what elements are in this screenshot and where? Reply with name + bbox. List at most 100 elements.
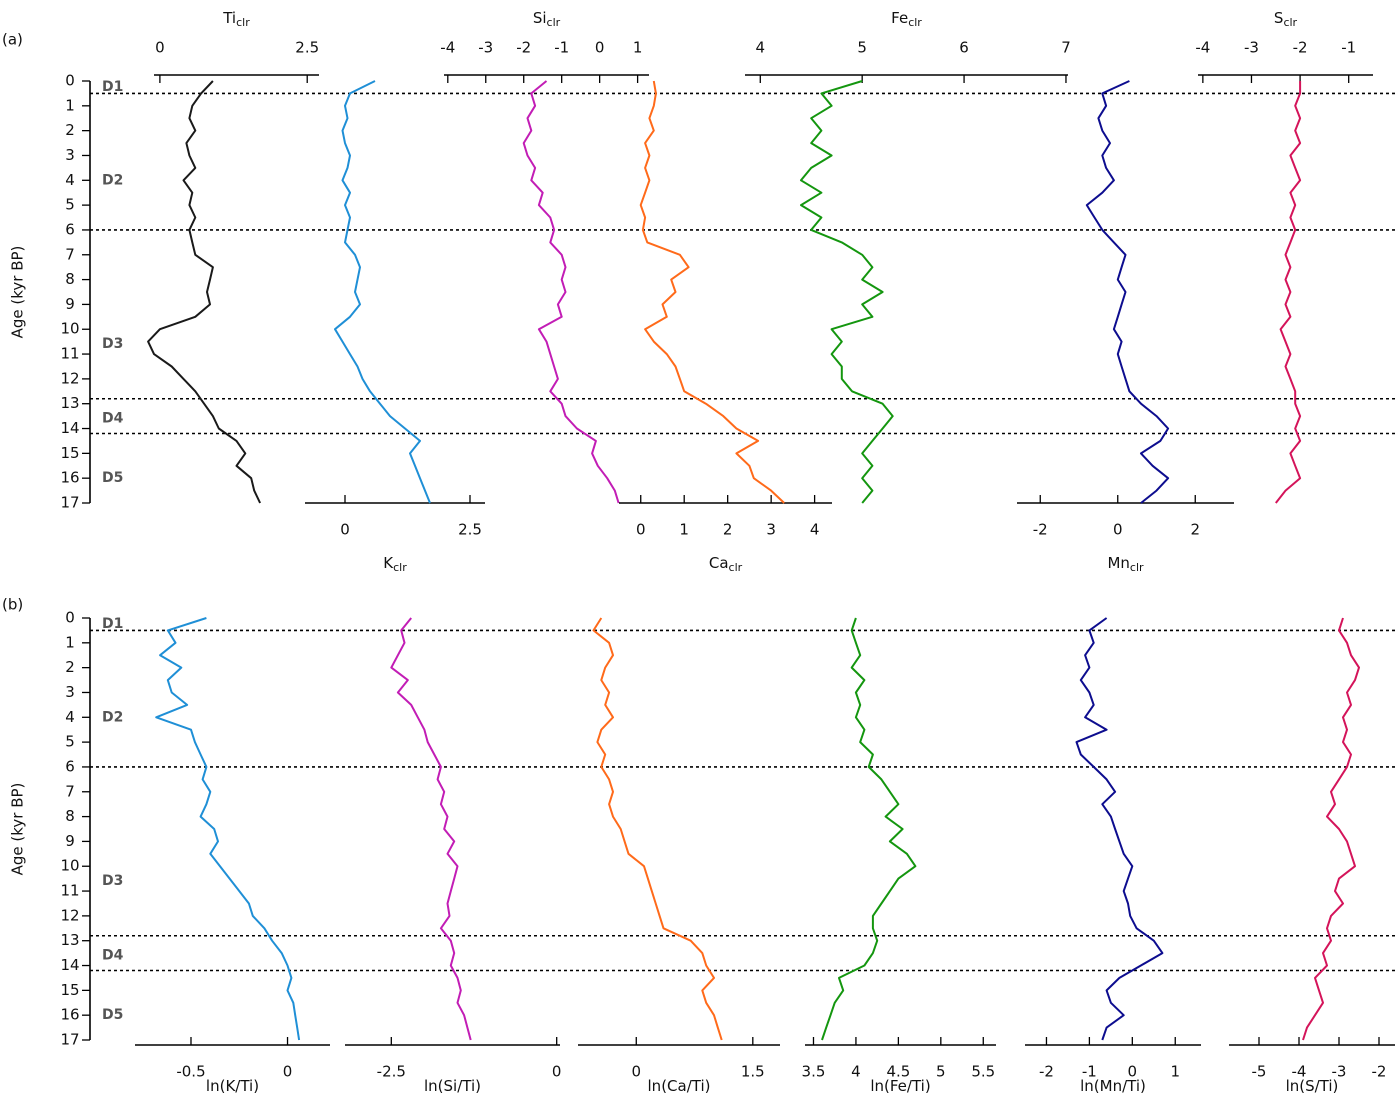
x-tick-label: -5 [1252, 1063, 1267, 1081]
series-name-sub: clr [729, 561, 743, 574]
series-name: Ca [709, 554, 729, 572]
series-line [639, 80, 785, 504]
y-axis-title: Age (kyr BP) [9, 246, 27, 339]
x-tick-label: 0 [595, 39, 605, 57]
series-name: ln(Si/Ti) [424, 1077, 481, 1095]
x-tick-label: 2.5 [295, 39, 319, 57]
zone-label: D2 [102, 172, 123, 188]
x-tick-label: 1 [679, 521, 689, 539]
y-tick-label: 12 [60, 369, 79, 387]
x-tick-label: 3.5 [802, 1063, 826, 1081]
x-tick-label: -4 [1292, 1063, 1307, 1081]
x-axis-title: ln(Mn/Ti) [1080, 1077, 1146, 1095]
x-tick-label: 2 [723, 521, 733, 539]
x-tick-label: -2 [1033, 521, 1048, 539]
series-name: Si [533, 9, 547, 27]
x-tick-label: -2.5 [377, 1063, 406, 1081]
series-name: ln(S/Ti) [1286, 1077, 1339, 1095]
x-tick-label: -3 [1244, 39, 1259, 57]
y-tick-label: 0 [65, 72, 75, 90]
y-tick-label: 12 [60, 906, 79, 924]
x-tick-label: -1 [1341, 39, 1356, 57]
y-tick-label: 4 [65, 708, 75, 726]
y-tick-label: 1 [65, 96, 75, 114]
zone-label: D2 [102, 709, 123, 725]
x-tick-label: 4 [756, 39, 766, 57]
y-tick-label: 0 [65, 609, 75, 627]
y-tick-label: 17 [60, 494, 79, 512]
y-tick-label: 5 [65, 733, 75, 751]
x-tick-label: 5 [936, 1063, 946, 1081]
x-axis-title: ln(Fe/Ti) [870, 1077, 930, 1095]
y-tick-label: 9 [65, 832, 75, 850]
x-axis-title: Kclr [383, 554, 407, 575]
y-tick-label: 11 [60, 345, 79, 363]
zone-label: D3 [102, 336, 123, 352]
x-tick-label: 0 [636, 521, 646, 539]
series-line [1275, 81, 1302, 504]
x-tick-label: 0 [1113, 521, 1123, 539]
panel-label: (b) [2, 596, 23, 614]
zone-label: D1 [102, 79, 123, 95]
series-line [155, 617, 301, 1041]
series-line [390, 617, 472, 1041]
x-tick-label: -3 [478, 39, 493, 57]
zone-label: D4 [102, 411, 124, 427]
x-tick-label: 5 [857, 39, 867, 57]
y-tick-label: 14 [60, 419, 79, 437]
x-tick-label: 1 [1170, 1063, 1180, 1081]
series-line [800, 80, 894, 504]
series-name: ln(Ca/Ti) [648, 1077, 711, 1095]
x-tick-label: -1 [554, 39, 569, 57]
series-line [821, 617, 917, 1041]
y-tick-label: 11 [60, 882, 79, 900]
x-tick-label: 5.5 [971, 1063, 995, 1081]
y-tick-label: 6 [65, 220, 75, 238]
x-axis-title: ln(Si/Ti) [424, 1077, 481, 1095]
series-name: Fe [891, 9, 908, 27]
x-axis-title: Ticlr [222, 9, 250, 30]
y-tick-label: 3 [65, 146, 75, 164]
y-tick-label: 4 [65, 171, 75, 189]
zone-label: D5 [102, 470, 123, 486]
x-tick-label: 0 [283, 1063, 293, 1081]
y-axis-title: Age (kyr BP) [9, 783, 27, 876]
x-tick-label: -0.5 [176, 1063, 205, 1081]
series-name-sub: clr [393, 561, 407, 574]
series-line [334, 80, 431, 504]
series-line [1085, 80, 1170, 504]
zone-label: D1 [102, 616, 123, 632]
x-tick-label: 1 [633, 39, 643, 57]
x-tick-label: 0 [340, 521, 350, 539]
x-axis-title: ln(K/Ti) [206, 1077, 259, 1095]
x-tick-label: -4 [440, 39, 455, 57]
y-tick-label: 8 [65, 270, 75, 288]
x-tick-label: -3 [1332, 1063, 1347, 1081]
x-tick-label: -2 [1293, 39, 1308, 57]
y-tick-label: 5 [65, 196, 75, 214]
x-tick-label: -2 [516, 39, 531, 57]
y-tick-label: 2 [65, 121, 75, 139]
y-tick-label: 16 [60, 469, 79, 487]
x-axis-title: ln(Ca/Ti) [648, 1077, 711, 1095]
y-tick-label: 14 [60, 956, 79, 974]
series-name: S [1274, 9, 1284, 27]
x-axis-title: Mnclr [1107, 554, 1144, 575]
series-name: ln(K/Ti) [206, 1077, 259, 1095]
x-axis-title: Caclr [709, 554, 743, 575]
series-line [592, 617, 723, 1041]
series-name-sub: clr [236, 16, 250, 29]
zone-label: D5 [102, 1007, 123, 1023]
y-tick-label: 13 [60, 394, 79, 412]
y-tick-label: 2 [65, 658, 75, 676]
x-tick-label: 3 [766, 521, 776, 539]
y-tick-label: 15 [60, 981, 79, 999]
series-name: ln(Mn/Ti) [1080, 1077, 1146, 1095]
series-line [1075, 617, 1164, 1041]
series-name-sub: clr [547, 16, 561, 29]
x-tick-label: -2 [1039, 1063, 1054, 1081]
x-axis-title: Siclr [533, 9, 561, 30]
x-tick-label: 0 [552, 1063, 562, 1081]
y-tick-label: 7 [65, 782, 75, 800]
